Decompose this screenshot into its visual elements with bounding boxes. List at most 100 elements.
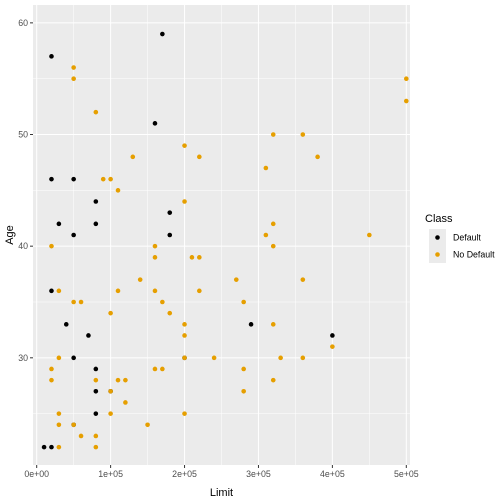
point-no-default bbox=[270, 132, 276, 137]
point-default bbox=[93, 366, 99, 372]
point-no-default bbox=[108, 389, 113, 394]
point-no-default bbox=[93, 444, 99, 450]
point-no-default bbox=[49, 377, 54, 383]
minor-gridlines bbox=[33, 5, 410, 465]
point-default bbox=[93, 411, 99, 416]
point-no-default bbox=[197, 255, 202, 260]
point-no-default bbox=[270, 243, 276, 249]
point-no-default bbox=[160, 299, 165, 305]
y-axis: 30 40 50 60 bbox=[18, 18, 33, 363]
x-axis-title: Limit bbox=[210, 487, 233, 499]
point-no-default bbox=[241, 389, 246, 394]
legend-key-no-default bbox=[435, 252, 440, 257]
point-no-default bbox=[115, 288, 121, 294]
point-no-default bbox=[404, 76, 409, 81]
point-no-default bbox=[160, 366, 165, 372]
point-no-default bbox=[404, 98, 409, 104]
point-no-default bbox=[56, 355, 62, 361]
x-tick-label: 4e+05 bbox=[320, 469, 345, 479]
point-no-default bbox=[300, 355, 306, 361]
point-default bbox=[93, 221, 99, 227]
point-default bbox=[63, 322, 69, 327]
point-no-default bbox=[367, 232, 372, 238]
point-default bbox=[49, 176, 54, 182]
point-no-default bbox=[278, 355, 283, 361]
y-tick-label: 50 bbox=[18, 130, 28, 140]
point-no-default bbox=[100, 176, 106, 182]
y-axis-title: Age bbox=[4, 225, 16, 245]
point-default bbox=[160, 31, 165, 37]
point-no-default bbox=[137, 277, 143, 282]
point-default bbox=[71, 176, 76, 182]
x-tick-label: 2e+05 bbox=[172, 469, 197, 479]
point-no-default bbox=[56, 411, 62, 416]
point-no-default bbox=[123, 400, 128, 405]
point-default bbox=[167, 232, 173, 238]
point-default bbox=[49, 444, 54, 450]
point-no-default bbox=[152, 243, 158, 249]
point-no-default bbox=[93, 433, 99, 439]
point-default bbox=[152, 121, 158, 126]
point-default bbox=[49, 288, 54, 294]
point-no-default bbox=[270, 322, 276, 327]
point-no-default bbox=[241, 366, 246, 372]
point-no-default bbox=[182, 333, 187, 338]
point-no-default bbox=[78, 299, 84, 305]
point-no-default bbox=[330, 344, 335, 349]
point-no-default bbox=[300, 132, 306, 137]
point-no-default bbox=[182, 143, 187, 148]
point-no-default bbox=[49, 366, 54, 372]
point-no-default bbox=[145, 422, 150, 428]
point-no-default bbox=[123, 377, 128, 383]
point-no-default bbox=[241, 299, 246, 305]
point-no-default bbox=[56, 288, 62, 294]
point-default bbox=[86, 333, 91, 338]
legend-title: Class bbox=[425, 213, 453, 225]
legend-label-default: Default bbox=[453, 233, 481, 243]
point-no-default bbox=[108, 411, 113, 416]
legend-key-default bbox=[435, 235, 440, 240]
point-no-default bbox=[211, 355, 217, 361]
point-no-default bbox=[315, 154, 320, 160]
point-default bbox=[56, 221, 62, 227]
legend-label-no-default: No Default bbox=[453, 250, 495, 260]
point-default bbox=[167, 210, 173, 215]
point-no-default bbox=[197, 154, 202, 160]
point-no-default bbox=[71, 76, 76, 81]
point-no-default bbox=[108, 310, 113, 316]
point-no-default bbox=[71, 299, 76, 305]
point-no-default bbox=[270, 377, 276, 383]
point-no-default bbox=[71, 65, 76, 70]
point-default bbox=[49, 54, 54, 59]
point-no-default bbox=[108, 176, 113, 182]
point-no-default bbox=[300, 277, 306, 282]
x-tick-label: 3e+05 bbox=[246, 469, 271, 479]
y-tick-label: 40 bbox=[18, 241, 28, 251]
major-gridlines bbox=[33, 5, 410, 465]
point-no-default bbox=[78, 433, 84, 439]
y-tick-label: 30 bbox=[18, 353, 28, 363]
point-no-default bbox=[56, 422, 62, 428]
point-no-default bbox=[56, 444, 62, 450]
point-no-default bbox=[115, 377, 121, 383]
point-default bbox=[93, 389, 99, 394]
point-default bbox=[93, 199, 99, 204]
point-default bbox=[71, 355, 76, 361]
point-no-default bbox=[115, 188, 121, 193]
point-no-default bbox=[197, 288, 202, 294]
point-no-default bbox=[182, 411, 187, 416]
point-default bbox=[248, 322, 254, 327]
point-no-default bbox=[152, 366, 158, 372]
x-tick-label: 0e+00 bbox=[24, 469, 49, 479]
point-no-default bbox=[233, 277, 239, 282]
point-no-default bbox=[93, 109, 99, 115]
point-no-default bbox=[182, 355, 187, 361]
point-no-default bbox=[189, 255, 195, 260]
point-default bbox=[330, 333, 335, 338]
x-tick-label: 1e+05 bbox=[98, 469, 123, 479]
legend: Class Default No Default bbox=[425, 213, 495, 263]
point-no-default bbox=[49, 243, 54, 249]
point-no-default bbox=[182, 322, 187, 327]
point-no-default bbox=[152, 288, 158, 294]
